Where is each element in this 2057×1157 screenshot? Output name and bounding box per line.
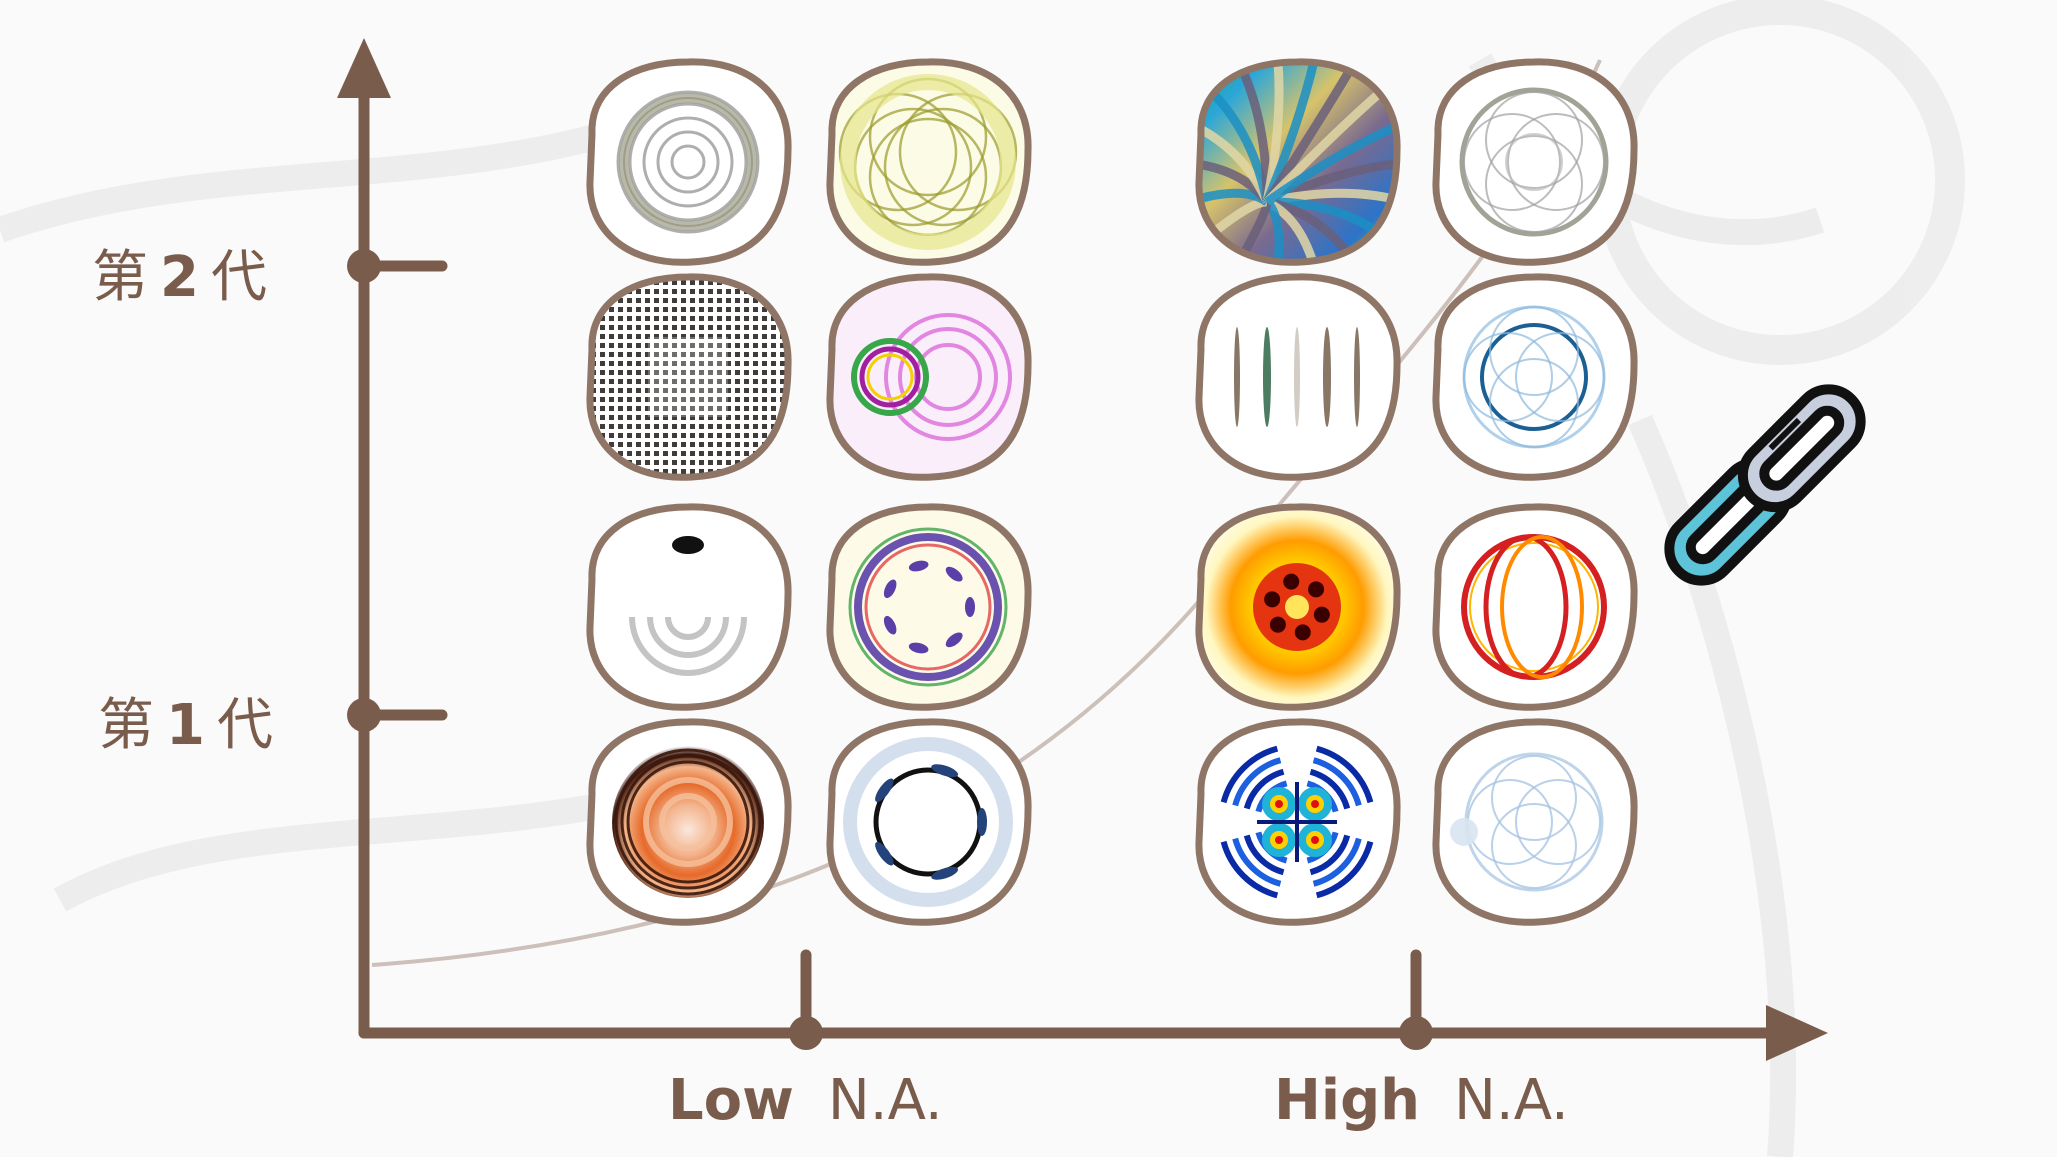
beam-pattern-image bbox=[616, 90, 760, 234]
beam-pattern-tile bbox=[586, 58, 792, 266]
beam-pattern-image bbox=[829, 61, 1029, 263]
beam-pattern-image bbox=[1234, 327, 1360, 427]
beam-pattern-image bbox=[612, 746, 764, 898]
beam-pattern-tile bbox=[1195, 58, 1401, 266]
beam-pattern-frame bbox=[1432, 718, 1638, 926]
beam-pattern-image bbox=[589, 276, 789, 478]
beam-pattern-tile bbox=[1432, 273, 1638, 481]
beam-pattern-frame bbox=[1195, 503, 1401, 711]
beam-pattern-frame bbox=[826, 718, 1032, 926]
beam-pattern-image bbox=[843, 737, 1013, 907]
beam-pattern-image bbox=[1459, 87, 1609, 237]
beam-pattern-tile bbox=[586, 273, 792, 481]
beam-pattern-frame bbox=[586, 503, 792, 711]
y-tick-label-gen1-suffix: 代 bbox=[216, 693, 273, 758]
axes bbox=[337, 38, 1828, 1061]
beam-pattern-tile bbox=[826, 273, 1032, 481]
beam-pattern-tile bbox=[826, 503, 1032, 711]
x-tick-low-dot bbox=[789, 1016, 823, 1050]
y-tick-gen2-dot bbox=[347, 249, 381, 283]
beam-pattern-frame bbox=[1195, 718, 1401, 926]
beam-pattern-tile bbox=[586, 718, 792, 926]
x-tick-high-dot bbox=[1399, 1016, 1433, 1050]
beam-pattern-frame bbox=[1195, 273, 1401, 481]
beam-pattern-frame bbox=[826, 503, 1032, 711]
y-axis-arrowhead bbox=[337, 38, 391, 98]
y-tick-label-gen1-number: 1 bbox=[166, 693, 205, 758]
chain-link-icon bbox=[1664, 384, 1866, 586]
beam-pattern-tile bbox=[586, 503, 792, 711]
beam-pattern-frame bbox=[1195, 58, 1401, 266]
y-tick-gen1-dot bbox=[347, 698, 381, 732]
beam-pattern-frame bbox=[1432, 273, 1638, 481]
x-tick-label-low-unit: N.A. bbox=[827, 1068, 943, 1133]
beam-pattern-frame bbox=[1432, 503, 1638, 711]
x-axis-arrowhead bbox=[1766, 1005, 1828, 1061]
beam-pattern-frame bbox=[1432, 58, 1638, 266]
beam-pattern-frame bbox=[586, 58, 792, 266]
beam-pattern-tile bbox=[826, 58, 1032, 266]
beam-pattern-tile bbox=[1195, 718, 1401, 926]
x-tick-label-high-unit: N.A. bbox=[1454, 1068, 1569, 1133]
x-tick-label-high: High N.A. bbox=[1274, 1068, 1569, 1133]
beam-pattern-tile bbox=[1432, 503, 1638, 711]
x-tick-label-low: Low N.A. bbox=[668, 1068, 943, 1133]
beam-pattern-frame bbox=[826, 273, 1032, 481]
beam-pattern-tile bbox=[1195, 503, 1401, 711]
beam-pattern-image bbox=[1450, 752, 1604, 892]
x-tick-label-low-strong: Low bbox=[668, 1068, 794, 1133]
beam-pattern-frame bbox=[826, 58, 1032, 266]
beam-pattern-frame bbox=[586, 273, 792, 481]
beam-pattern-image bbox=[829, 506, 1029, 708]
y-tick-label-gen1-prefix: 第 bbox=[98, 693, 154, 758]
beam-pattern-grid bbox=[586, 58, 1638, 926]
beam-pattern-image bbox=[1461, 534, 1607, 680]
y-tick-label-gen2-prefix: 第 bbox=[92, 245, 148, 310]
beam-pattern-image bbox=[1462, 305, 1606, 449]
y-tick-label-gen2-number: 2 bbox=[160, 245, 199, 310]
beam-pattern-image bbox=[829, 276, 1029, 478]
beam-pattern-image bbox=[629, 536, 747, 676]
beam-pattern-image bbox=[1198, 721, 1398, 923]
x-tick-label-high-strong: High bbox=[1274, 1068, 1421, 1133]
beam-pattern-frame bbox=[586, 718, 792, 926]
beam-pattern-tile bbox=[826, 718, 1032, 926]
beam-pattern-image bbox=[1198, 61, 1398, 263]
beam-pattern-image bbox=[1198, 506, 1398, 708]
y-tick-label-gen2-suffix: 代 bbox=[210, 245, 267, 310]
beam-pattern-tile bbox=[1432, 58, 1638, 266]
beam-pattern-tile bbox=[1195, 273, 1401, 481]
beam-pattern-tile bbox=[1432, 718, 1638, 926]
